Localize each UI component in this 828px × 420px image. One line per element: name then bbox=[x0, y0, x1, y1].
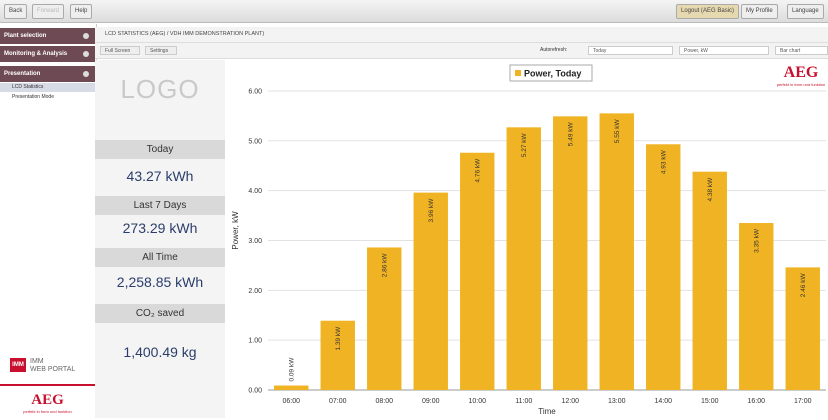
legend-label: Power, Today bbox=[524, 69, 581, 79]
value-label: 2.46 kW bbox=[800, 273, 807, 298]
x-tick-label: 16:00 bbox=[747, 398, 765, 405]
x-tick-label: 15:00 bbox=[701, 398, 719, 405]
profile-button[interactable]: My Profile bbox=[741, 4, 778, 19]
x-tick-label: 13:00 bbox=[608, 398, 626, 405]
stat-label: All Time bbox=[95, 248, 225, 267]
y-tick-label: 1.00 bbox=[248, 338, 262, 345]
stat-value: 273.29 kWh bbox=[122, 220, 198, 236]
measure-select[interactable]: Power, kW bbox=[679, 46, 769, 55]
menu-item[interactable]: Plant selection bbox=[0, 28, 95, 44]
y-tick-label: 2.00 bbox=[248, 288, 262, 295]
forward-button[interactable]: Forward bbox=[32, 4, 65, 19]
breadcrumb-bar: LCD STATISTICS (AEG) / VDH IMM DEMONSTRA… bbox=[95, 27, 828, 43]
bar bbox=[785, 267, 820, 390]
x-tick-label: 08:00 bbox=[375, 398, 393, 405]
full-screen-button[interactable]: Full Screen bbox=[100, 46, 140, 55]
stat-label: Today bbox=[95, 140, 225, 159]
stat-label: CO₂ saved bbox=[95, 304, 225, 323]
portal-name: IMM WEB PORTAL bbox=[30, 358, 80, 374]
x-tick-label: 14:00 bbox=[654, 398, 672, 405]
submenu-item[interactable]: Presentation Mode bbox=[12, 94, 54, 100]
toolbar: Full Screen Settings Autorefresh: Today … bbox=[95, 43, 828, 59]
settings-button[interactable]: Settings bbox=[145, 46, 177, 55]
y-tick-label: 5.00 bbox=[248, 138, 262, 145]
bar bbox=[739, 223, 774, 390]
x-tick-label: 11:00 bbox=[515, 398, 532, 405]
value-label: 0.09 kW bbox=[289, 357, 296, 382]
autorefresh-label: Autorefresh: bbox=[540, 47, 568, 53]
value-label: 5.49 kW bbox=[568, 121, 575, 146]
bar bbox=[692, 171, 727, 390]
bar bbox=[553, 116, 588, 390]
portal-icon: IMM bbox=[10, 358, 26, 372]
y-tick-label: 3.00 bbox=[248, 238, 262, 245]
stat-value: 43.27 kWh bbox=[126, 168, 194, 184]
value-label: 5.27 kW bbox=[521, 132, 528, 157]
stat-label: Last 7 Days bbox=[95, 196, 225, 215]
bar bbox=[413, 192, 448, 390]
footer-slogan: perfekt in form und funktion bbox=[23, 409, 72, 414]
x-tick-label: 09:00 bbox=[422, 398, 440, 405]
value-label: 1.39 kW bbox=[335, 326, 342, 351]
menu-item[interactable]: Presentation bbox=[0, 66, 95, 82]
submenu-item[interactable]: LCD Statistics bbox=[0, 83, 95, 92]
bar bbox=[506, 127, 541, 391]
y-tick-label: 4.00 bbox=[248, 188, 262, 195]
y-tick-label: 0.00 bbox=[248, 388, 262, 395]
value-label: 3.35 kW bbox=[754, 228, 761, 253]
stats-panel: LOGO Today 43.27 kWh Last 7 Days 273.29 … bbox=[95, 60, 225, 418]
portal-brand: IMM bbox=[30, 358, 44, 365]
x-tick-label: 10:00 bbox=[468, 398, 486, 405]
menu-item[interactable]: Monitoring & Analysis bbox=[0, 46, 95, 62]
chart-kind-select[interactable]: Bar chart bbox=[775, 46, 828, 55]
top-bar: Back Forward Help Logout (AEG Basic) My … bbox=[0, 0, 828, 23]
brand-logo: AEG bbox=[784, 64, 819, 81]
value-label: 4.76 kW bbox=[475, 158, 482, 183]
chart: AEG perfekt in form und funktion 0.00 1.0… bbox=[231, 64, 826, 416]
stat-value: 1,400.49 kg bbox=[123, 344, 197, 360]
value-label: 3.96 kW bbox=[428, 198, 435, 223]
bar bbox=[320, 320, 355, 390]
brand-slogan: perfekt in form und funktion bbox=[777, 82, 825, 87]
value-label: 2.86 kW bbox=[382, 253, 389, 278]
bar bbox=[367, 247, 402, 390]
language-button[interactable]: Language bbox=[787, 4, 824, 19]
x-axis-title: Time bbox=[538, 407, 556, 416]
value-label: 4.38 kW bbox=[707, 177, 714, 202]
value-label: 5.55 kW bbox=[614, 119, 621, 144]
bar bbox=[599, 113, 634, 390]
x-tick-label: 12:00 bbox=[561, 398, 579, 405]
y-tick-label: 6.00 bbox=[248, 88, 262, 95]
bar bbox=[460, 152, 495, 390]
x-tick-label: 17:00 bbox=[794, 398, 812, 405]
sidebar-footer: AEG perfekt in form und funktion bbox=[0, 384, 95, 420]
logo: LOGO bbox=[120, 74, 200, 104]
back-button[interactable]: Back bbox=[4, 4, 28, 19]
legend-swatch bbox=[515, 70, 521, 76]
logout-button[interactable]: Logout (AEG Basic) bbox=[676, 4, 740, 19]
value-label: 4.93 kW bbox=[661, 149, 668, 174]
portal-label: WEB PORTAL bbox=[30, 366, 76, 373]
x-tick-label: 07:00 bbox=[329, 398, 347, 405]
bar bbox=[646, 144, 681, 390]
stat-value: 2,258.85 kWh bbox=[116, 274, 204, 290]
x-tick-label: 06:00 bbox=[282, 398, 300, 405]
bar bbox=[274, 385, 309, 390]
period-select[interactable]: Today bbox=[588, 46, 673, 55]
help-button[interactable]: Help bbox=[70, 4, 93, 19]
y-axis-title: Power, kW bbox=[231, 211, 240, 250]
breadcrumb: LCD STATISTICS (AEG) / VDH IMM DEMONSTRA… bbox=[105, 31, 265, 37]
footer-logo: AEG bbox=[31, 392, 64, 408]
legend-box bbox=[509, 64, 593, 82]
